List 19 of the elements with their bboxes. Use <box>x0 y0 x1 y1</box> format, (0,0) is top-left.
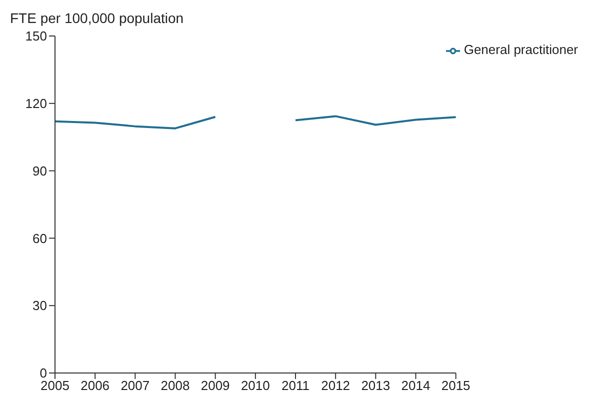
y-tick-label: 90 <box>32 163 47 178</box>
x-tick-label: 2013 <box>361 378 390 394</box>
x-tick-label: 2007 <box>120 378 150 394</box>
y-tick-label: 30 <box>32 298 47 314</box>
x-tick-label: 2008 <box>160 378 190 394</box>
x-tick-label: 2005 <box>40 378 70 394</box>
y-tick-label: 150 <box>25 28 47 44</box>
y-tick-label: 120 <box>25 96 47 112</box>
y-tick-label: 60 <box>32 230 47 246</box>
x-tick-label: 2010 <box>240 378 270 394</box>
x-tick-label: 2014 <box>401 378 430 394</box>
x-tick-label: 2011 <box>282 378 310 394</box>
y-tick-label: 0 <box>40 366 47 381</box>
x-tick-label: 2009 <box>200 378 230 394</box>
y-axis-title: FTE per 100,000 population <box>10 10 184 26</box>
x-tick-label: 2012 <box>321 378 350 394</box>
x-tick-label: 2006 <box>80 378 110 394</box>
legend-label: General practitioner <box>464 42 578 57</box>
x-tick-label: 2015 <box>441 378 470 394</box>
